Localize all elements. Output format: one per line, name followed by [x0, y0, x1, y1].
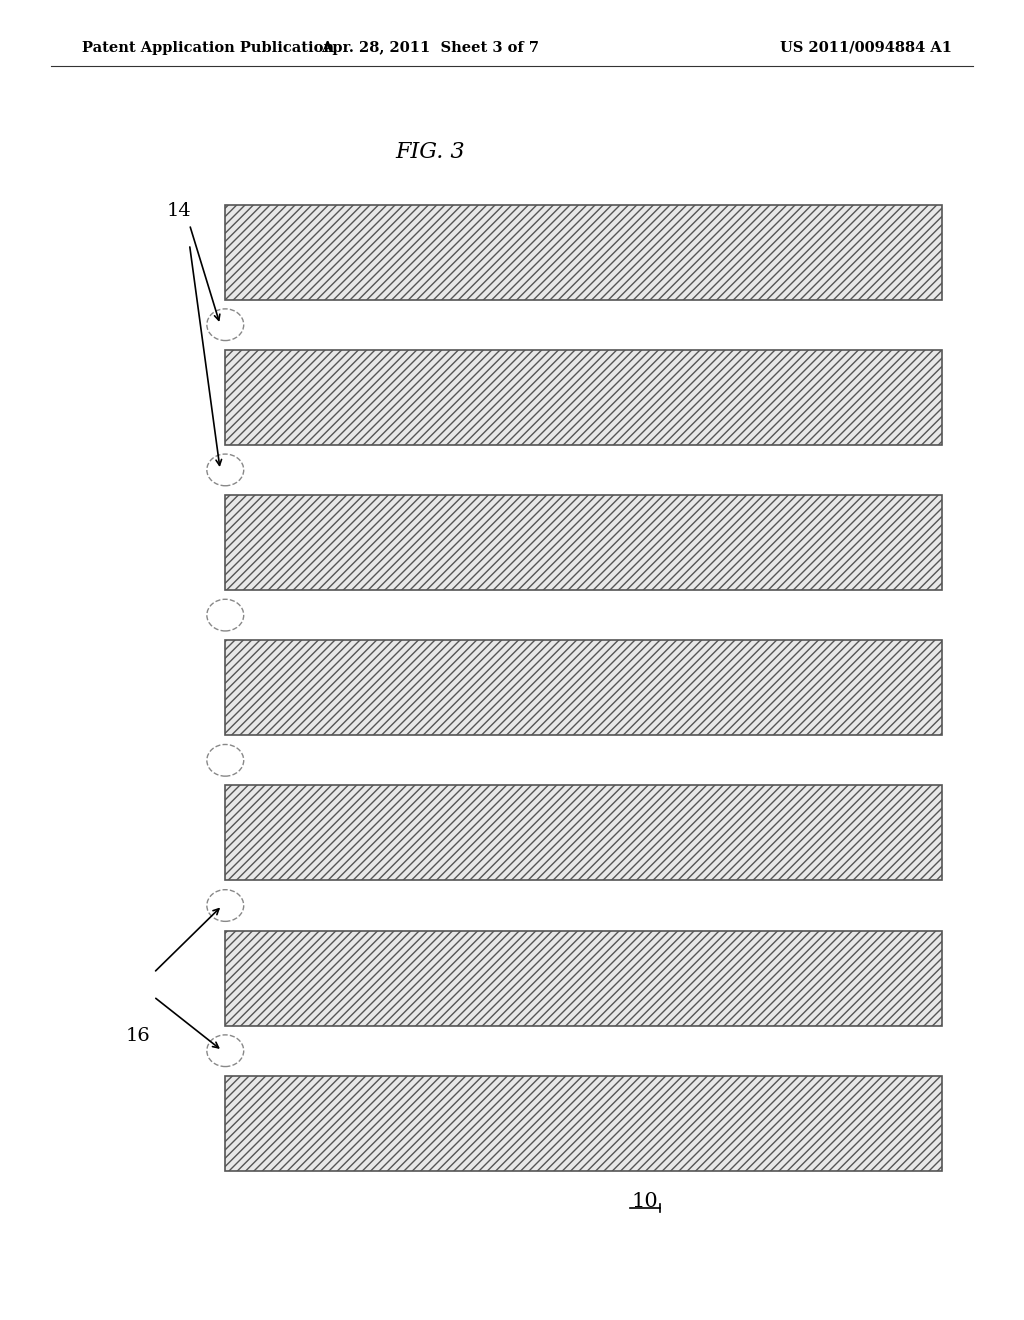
Text: 14: 14	[167, 202, 191, 220]
FancyBboxPatch shape	[225, 495, 942, 590]
FancyBboxPatch shape	[225, 205, 942, 300]
FancyBboxPatch shape	[225, 1076, 942, 1171]
FancyBboxPatch shape	[225, 931, 942, 1026]
Text: FIG. 3: FIG. 3	[395, 141, 465, 162]
FancyBboxPatch shape	[225, 350, 942, 445]
Text: 10: 10	[632, 1192, 658, 1210]
FancyBboxPatch shape	[225, 785, 942, 880]
Text: US 2011/0094884 A1: US 2011/0094884 A1	[780, 41, 952, 54]
Text: Patent Application Publication: Patent Application Publication	[82, 41, 334, 54]
Text: 16: 16	[126, 1027, 151, 1045]
FancyBboxPatch shape	[225, 640, 942, 735]
Text: Apr. 28, 2011  Sheet 3 of 7: Apr. 28, 2011 Sheet 3 of 7	[322, 41, 539, 54]
